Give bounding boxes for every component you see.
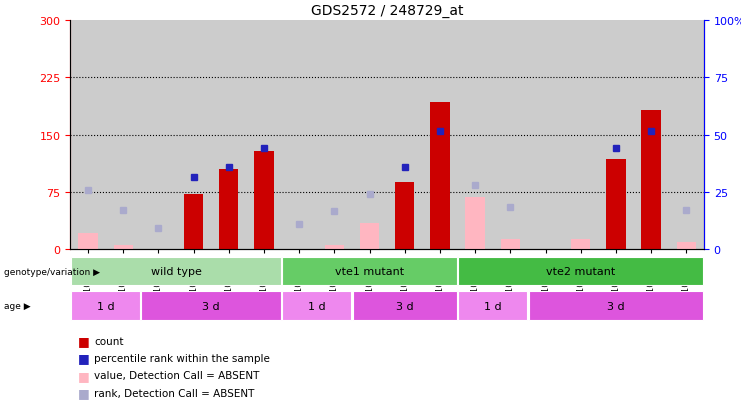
Bar <box>113 245 133 250</box>
Bar <box>184 195 203 250</box>
Text: percentile rank within the sample: percentile rank within the sample <box>94 353 270 363</box>
Bar <box>465 198 485 250</box>
Bar <box>282 292 351 320</box>
Bar <box>395 183 414 250</box>
Bar <box>571 239 591 250</box>
Bar <box>642 111 661 250</box>
Bar <box>325 245 344 250</box>
Bar <box>282 257 457 286</box>
Bar <box>458 257 703 286</box>
Text: 1 d: 1 d <box>308 301 325 311</box>
Text: vte2 mutant: vte2 mutant <box>546 266 615 277</box>
Bar <box>677 242 696 250</box>
Text: count: count <box>94 336 124 346</box>
Bar <box>528 292 703 320</box>
Bar <box>254 152 273 250</box>
Bar <box>353 292 457 320</box>
Bar <box>219 170 239 250</box>
Text: vte1 mutant: vte1 mutant <box>335 266 404 277</box>
Bar <box>360 223 379 250</box>
Text: value, Detection Call = ABSENT: value, Detection Call = ABSENT <box>94 370 259 380</box>
Bar <box>79 233 98 250</box>
Bar <box>71 292 140 320</box>
Text: rank, Detection Call = ABSENT: rank, Detection Call = ABSENT <box>94 388 254 398</box>
Text: 1 d: 1 d <box>97 301 114 311</box>
Bar <box>458 292 528 320</box>
Text: wild type: wild type <box>150 266 202 277</box>
Text: 3 d: 3 d <box>202 301 220 311</box>
Text: 3 d: 3 d <box>607 301 625 311</box>
Text: 3 d: 3 d <box>396 301 413 311</box>
Bar <box>606 160 625 250</box>
Bar <box>501 239 520 250</box>
Text: ■: ■ <box>78 334 90 347</box>
Bar <box>142 292 281 320</box>
Bar <box>71 257 281 286</box>
Text: ■: ■ <box>78 386 90 399</box>
Text: 1 d: 1 d <box>484 301 502 311</box>
Title: GDS2572 / 248729_at: GDS2572 / 248729_at <box>311 4 463 18</box>
Text: ■: ■ <box>78 351 90 365</box>
Text: genotype/variation ▶: genotype/variation ▶ <box>4 267 100 276</box>
Text: ■: ■ <box>78 369 90 382</box>
Bar <box>431 103 450 250</box>
Text: age ▶: age ▶ <box>4 301 30 310</box>
